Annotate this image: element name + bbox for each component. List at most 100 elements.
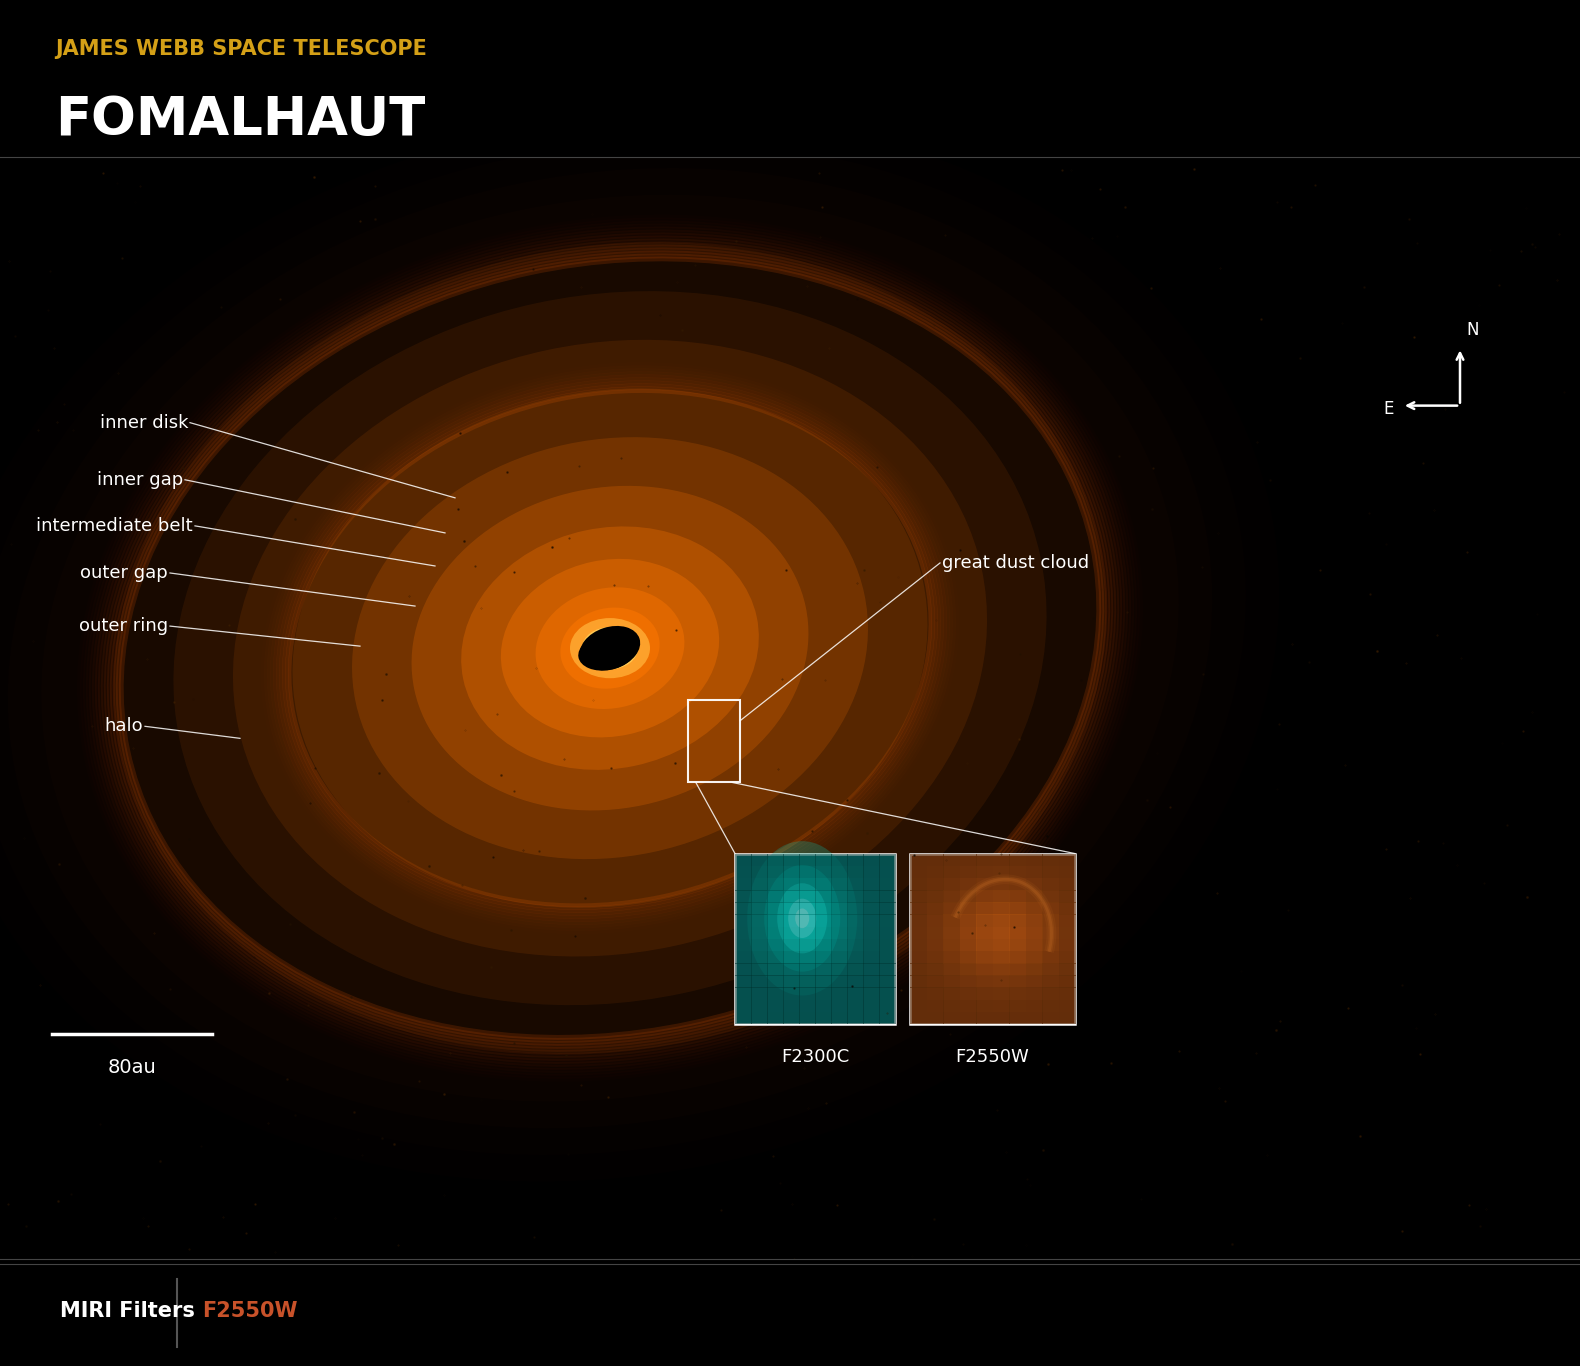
Bar xyxy=(976,1000,992,1012)
Bar xyxy=(910,866,927,878)
Bar xyxy=(1010,854,1025,866)
Bar xyxy=(735,1012,752,1024)
Bar xyxy=(976,988,992,1000)
Bar xyxy=(1059,975,1076,988)
Bar xyxy=(878,903,896,915)
Bar xyxy=(766,988,784,1000)
Ellipse shape xyxy=(765,865,841,971)
Bar xyxy=(735,1000,752,1012)
Bar xyxy=(1041,988,1059,1000)
Bar xyxy=(766,926,784,940)
Bar xyxy=(847,963,864,975)
Bar xyxy=(926,975,943,988)
Bar xyxy=(992,878,1010,891)
Bar xyxy=(878,1012,896,1024)
Bar xyxy=(959,866,976,878)
Bar xyxy=(910,963,927,975)
Text: inner gap: inner gap xyxy=(96,471,183,489)
Bar xyxy=(863,866,880,878)
Bar xyxy=(784,903,799,915)
Ellipse shape xyxy=(114,242,1106,1053)
Bar xyxy=(863,1000,880,1012)
Bar xyxy=(750,914,768,928)
Bar xyxy=(766,1000,784,1012)
Bar xyxy=(926,903,943,915)
Bar xyxy=(976,1012,992,1024)
Bar xyxy=(735,963,752,975)
Bar xyxy=(815,866,831,878)
Bar xyxy=(1025,878,1043,891)
Bar xyxy=(799,1000,815,1012)
Bar xyxy=(878,975,896,988)
Ellipse shape xyxy=(174,291,1046,1005)
Bar xyxy=(863,914,880,928)
Bar xyxy=(735,926,752,940)
Bar xyxy=(943,926,961,940)
Bar xyxy=(1025,975,1043,988)
Bar xyxy=(926,854,943,866)
Bar xyxy=(847,891,864,903)
Bar xyxy=(878,866,896,878)
Bar xyxy=(847,1012,864,1024)
Bar xyxy=(750,878,768,891)
Bar xyxy=(847,903,864,915)
Bar xyxy=(959,903,976,915)
Bar xyxy=(831,975,847,988)
Ellipse shape xyxy=(795,908,809,928)
Bar xyxy=(784,866,799,878)
Bar xyxy=(1041,951,1059,963)
Bar xyxy=(750,891,768,903)
Bar xyxy=(959,854,976,866)
Bar xyxy=(943,951,961,963)
Bar xyxy=(784,1000,799,1012)
Bar xyxy=(831,963,847,975)
Bar xyxy=(1010,926,1025,940)
Bar xyxy=(735,951,752,963)
Bar xyxy=(959,963,976,975)
Bar xyxy=(863,963,880,975)
Bar xyxy=(943,1012,961,1024)
Bar xyxy=(976,914,992,928)
Ellipse shape xyxy=(600,641,619,656)
Bar xyxy=(992,1000,1010,1012)
Bar xyxy=(976,963,992,975)
Bar xyxy=(831,903,847,915)
Ellipse shape xyxy=(581,627,638,669)
Bar xyxy=(1010,914,1025,928)
Text: great dust cloud: great dust cloud xyxy=(942,555,1089,572)
Bar xyxy=(750,926,768,940)
Bar xyxy=(1041,914,1059,928)
Bar xyxy=(943,891,961,903)
Bar xyxy=(992,854,1010,866)
Ellipse shape xyxy=(352,437,867,859)
Bar xyxy=(1041,926,1059,940)
Bar xyxy=(910,926,927,940)
Bar xyxy=(1025,926,1043,940)
Bar xyxy=(926,891,943,903)
Bar xyxy=(799,951,815,963)
Bar xyxy=(959,1000,976,1012)
Text: E: E xyxy=(1384,400,1394,418)
Bar xyxy=(831,878,847,891)
Bar xyxy=(943,975,961,988)
Bar xyxy=(926,878,943,891)
Bar xyxy=(1025,1012,1043,1024)
Bar xyxy=(831,988,847,1000)
Bar xyxy=(863,854,880,866)
Bar xyxy=(1010,963,1025,975)
Ellipse shape xyxy=(600,641,619,656)
Bar xyxy=(750,963,768,975)
Bar xyxy=(750,854,768,866)
Bar xyxy=(959,891,976,903)
Bar xyxy=(784,1012,799,1024)
Bar xyxy=(910,938,927,952)
Bar xyxy=(878,854,896,866)
Text: MIRI Filters: MIRI Filters xyxy=(60,1300,194,1321)
Bar xyxy=(959,914,976,928)
Bar xyxy=(766,854,784,866)
Bar xyxy=(847,854,864,866)
Bar xyxy=(959,975,976,988)
Bar xyxy=(815,903,831,915)
Ellipse shape xyxy=(747,841,858,996)
Bar xyxy=(735,891,752,903)
